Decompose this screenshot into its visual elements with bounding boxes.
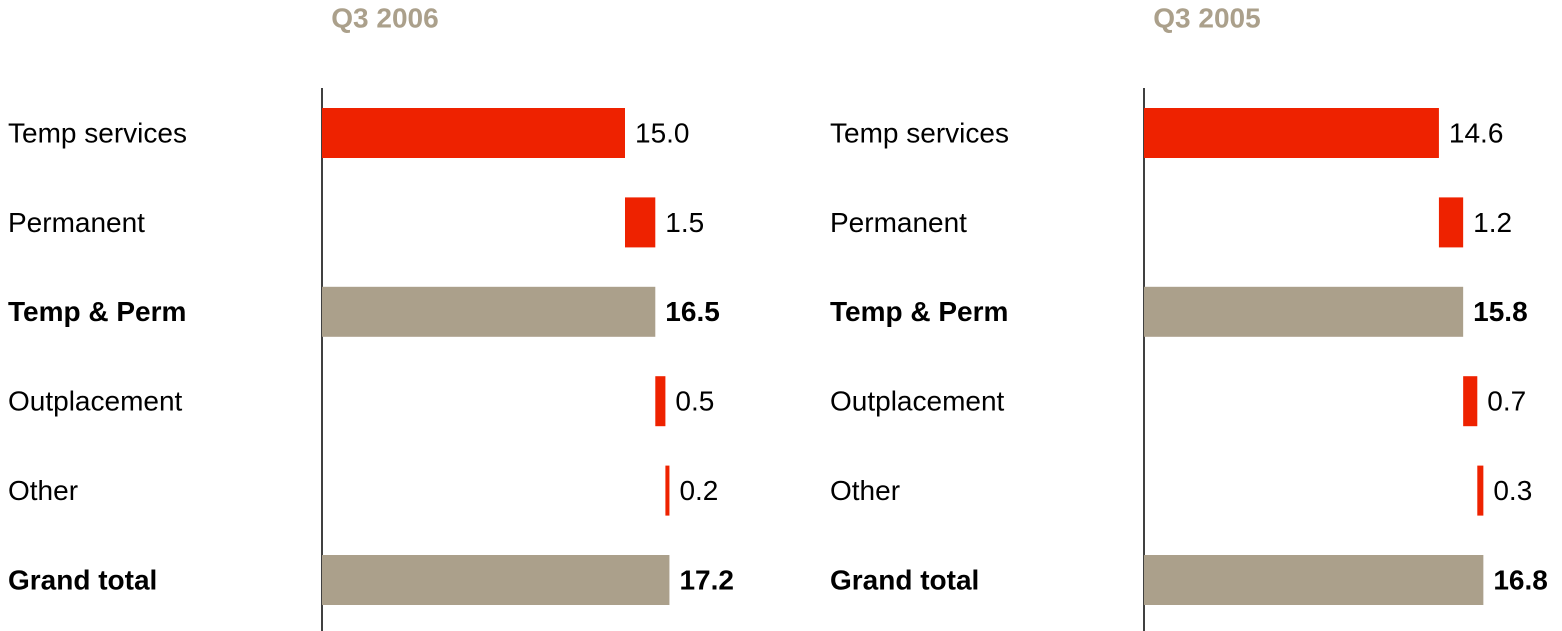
category-label: Outplacement [8,386,183,417]
category-label: Temp & Perm [830,296,1008,327]
category-label: Temp services [830,117,1009,148]
value-label: 16.5 [665,296,720,327]
bar [1477,465,1484,516]
category-label: Outplacement [830,386,1005,417]
bar [665,465,670,516]
category-label: Other [8,475,78,506]
value-label: 1.5 [665,207,704,238]
value-label: 0.7 [1487,386,1526,417]
chart-title: Q3 2005 [1153,2,1260,33]
value-label: 14.6 [1449,117,1504,148]
value-label: 15.0 [635,117,690,148]
value-label: 1.2 [1473,207,1512,238]
category-label: Temp services [8,117,187,148]
value-label: 0.5 [675,386,714,417]
bar [322,286,656,337]
bar [1438,197,1464,248]
bar [322,108,625,158]
bar [625,197,656,248]
category-label: Permanent [830,207,967,238]
value-label: 15.8 [1473,296,1528,327]
chart-title: Q3 2006 [331,2,438,33]
bar [1463,376,1478,427]
bar [1144,555,1484,605]
value-label: 17.2 [679,564,734,595]
bar [1144,286,1464,337]
category-label: Grand total [8,564,157,595]
category-label: Permanent [8,207,145,238]
bar [1144,108,1439,158]
category-label: Temp & Perm [8,296,186,327]
category-label: Grand total [830,564,979,595]
bar [655,376,666,427]
value-label: 0.2 [679,475,718,506]
value-label: 16.8 [1493,564,1548,595]
category-label: Other [830,475,900,506]
value-label: 0.3 [1493,475,1532,506]
bar [322,555,670,605]
